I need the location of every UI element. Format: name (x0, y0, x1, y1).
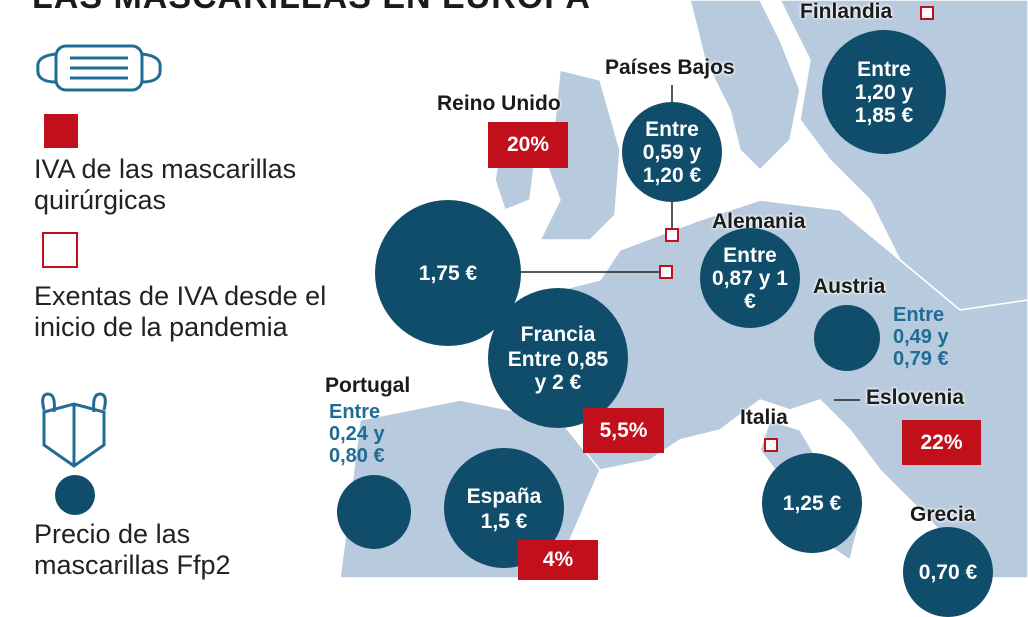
country-name: Eslovenia (866, 386, 965, 409)
legend-exempt-swatch (42, 232, 78, 268)
price-bubble (814, 305, 880, 371)
legend-price: Precio de las mascarillas Ffp2 (34, 519, 231, 580)
legend-vat: IVA de las mascarillas quirúrgicas (34, 154, 297, 215)
exempt-marker (920, 6, 934, 20)
price-label: 1,75 € (418, 261, 478, 285)
price-bubble (337, 475, 411, 549)
price-bubble: Francia Entre 0,85 y 2 € (488, 288, 628, 428)
country-name: Austria (813, 275, 886, 298)
legend-price-swatch (55, 475, 95, 515)
price-label: Entre 0,49 y 0,79 € (893, 304, 949, 370)
vat-box: 22% (902, 420, 981, 465)
price-bubble: 0,70 € (903, 527, 993, 617)
country-name: Países Bajos (605, 56, 735, 79)
price-label: 0,70 € (918, 560, 978, 584)
legend-vat-swatch (44, 114, 78, 148)
price-bubble: Entre 0,87 y 1 € (700, 228, 800, 328)
price-label: Entre 0,59 y 1,20 € (642, 117, 702, 187)
price-label: 1,5 € (480, 509, 528, 533)
country-name: Portugal (325, 374, 411, 397)
vat-box: 4% (518, 540, 598, 580)
vat-box: 5,5% (583, 408, 664, 453)
exempt-marker (659, 265, 673, 279)
country-name: Francia (520, 323, 596, 346)
price-label: Entre 0,85 y 2 € (507, 348, 609, 394)
exempt-marker (665, 228, 679, 242)
title: LAS MASCARILLAS EN EUROPA (32, 0, 591, 17)
exempt-marker (764, 438, 778, 452)
ffp2-icon (41, 392, 107, 468)
price-label: Entre 0,24 y 0,80 € (329, 401, 385, 467)
country-name: España (466, 484, 542, 508)
country-name: Grecia (910, 503, 976, 526)
price-label: 1,25 € (782, 491, 842, 515)
vat-box: 20% (488, 122, 568, 168)
mask-icon (36, 44, 162, 92)
leader-lines (508, 85, 860, 401)
legend-exempt: Exentas de IVA desde el inicio de la pan… (34, 281, 327, 342)
price-bubble: 1,25 € (762, 453, 862, 553)
price-bubble: España 1,5 € (444, 448, 564, 568)
country-name: Reino Unido (437, 92, 561, 115)
price-label: Entre 1,20 y 1,85 € (854, 57, 914, 127)
price-bubble: Entre 0,59 y 1,20 € (622, 102, 722, 202)
price-bubble: Entre 1,20 y 1,85 € (822, 30, 946, 154)
country-name: Italia (740, 406, 788, 429)
country-name: Finlandia (800, 0, 893, 23)
price-label: Entre 0,87 y 1 € (712, 243, 788, 313)
country-name: Alemania (712, 210, 806, 233)
page: LAS MASCARILLAS EN EUROPA IVA de las mas… (32, 0, 1028, 617)
